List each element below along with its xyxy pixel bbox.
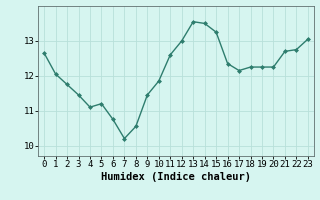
X-axis label: Humidex (Indice chaleur): Humidex (Indice chaleur)	[101, 172, 251, 182]
